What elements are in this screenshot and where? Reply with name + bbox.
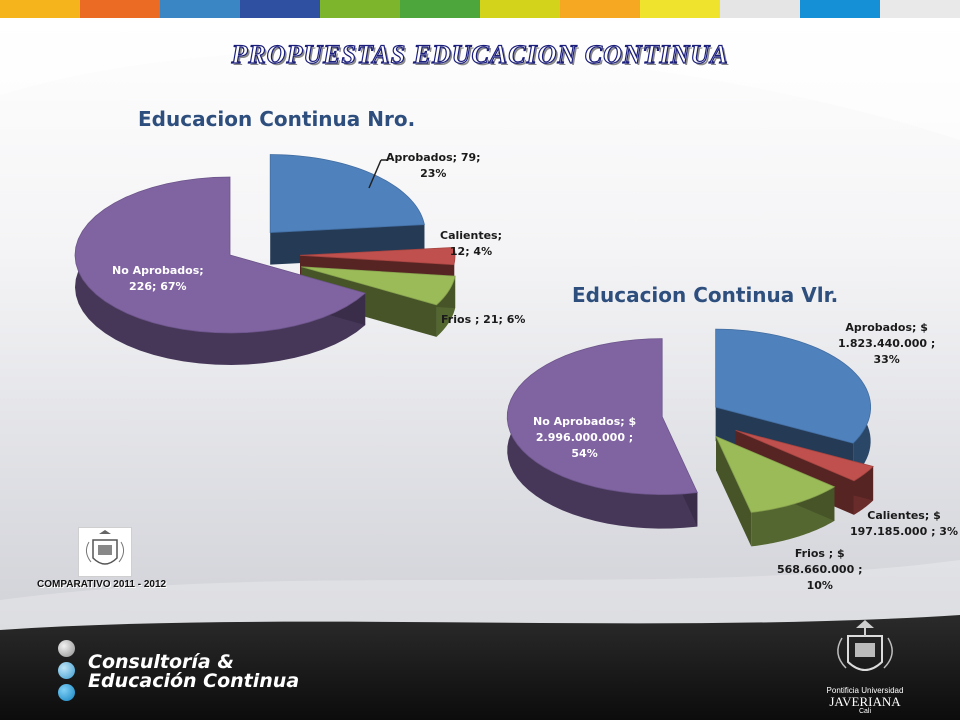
chart-1-label-calientes: Calientes; 12; 4% <box>440 229 502 258</box>
chart-1-label-frios: Frios ; 21; 6% <box>441 313 526 326</box>
comparativo-label: COMPARATIVO 2011 - 2012 <box>37 579 167 590</box>
top-bar-segment <box>560 0 640 18</box>
chart-1-title: Educacion Continua Nro. <box>138 107 416 131</box>
footer-dot-1-icon <box>58 640 75 657</box>
chart-2-label-calientes: Calientes; $ 197.185.000 ; 3% <box>850 509 958 538</box>
top-bar-segment <box>720 0 800 18</box>
top-color-bar <box>0 0 960 18</box>
university-crest-icon <box>837 620 893 671</box>
university-name-line-1: Pontificia Universidad <box>826 686 904 695</box>
chart-2-pie <box>506 328 874 547</box>
university-crest-small <box>78 527 132 577</box>
chart-2-label-frios: Frios ; $ 568.660.000 ; 10% <box>777 547 863 592</box>
pie-slice-frios <box>715 435 836 547</box>
top-bar-segment <box>640 0 720 18</box>
top-bar-segment <box>880 0 960 18</box>
top-bar-segment <box>480 0 560 18</box>
chart-1-label-aprobados: Aprobados; 79; 23% <box>386 151 481 180</box>
footer-brand-line-2: Educación Continua <box>88 670 300 692</box>
university-name-line-2: JAVERIANA <box>829 694 901 709</box>
chart-1-pie <box>74 154 456 365</box>
top-bar-segment <box>400 0 480 18</box>
chart-2-title: Educacion Continua Vlr. <box>572 283 839 307</box>
top-bar-segment <box>160 0 240 18</box>
chart-2-label-no-aprobados: No Aprobados; $ 2.996.000.000 ; 54% <box>533 415 637 460</box>
top-bar-segment <box>320 0 400 18</box>
page-title: PROPUESTAS EDUCACION CONTINUA <box>231 39 729 69</box>
chart-1-label-no-aprobados: No Aprobados; 226; 67% <box>112 264 204 293</box>
pie-slice-no-aprobados <box>74 176 367 365</box>
pie-slice-no-aprobados <box>506 338 698 529</box>
top-bar-segment <box>240 0 320 18</box>
top-bar-segment <box>80 0 160 18</box>
footer-band <box>0 615 960 720</box>
top-bar-segment <box>0 0 80 18</box>
university-name-line-3: Cali <box>858 708 872 715</box>
footer-dot-3-icon <box>58 684 75 701</box>
footer-dot-2-icon <box>58 662 75 679</box>
footer-brand-line-1: Consultoría & <box>88 651 234 673</box>
top-bar-segment <box>800 0 880 18</box>
chart-2-label-aprobados: Aprobados; $ 1.823.440.000 ; 33% <box>838 321 936 366</box>
